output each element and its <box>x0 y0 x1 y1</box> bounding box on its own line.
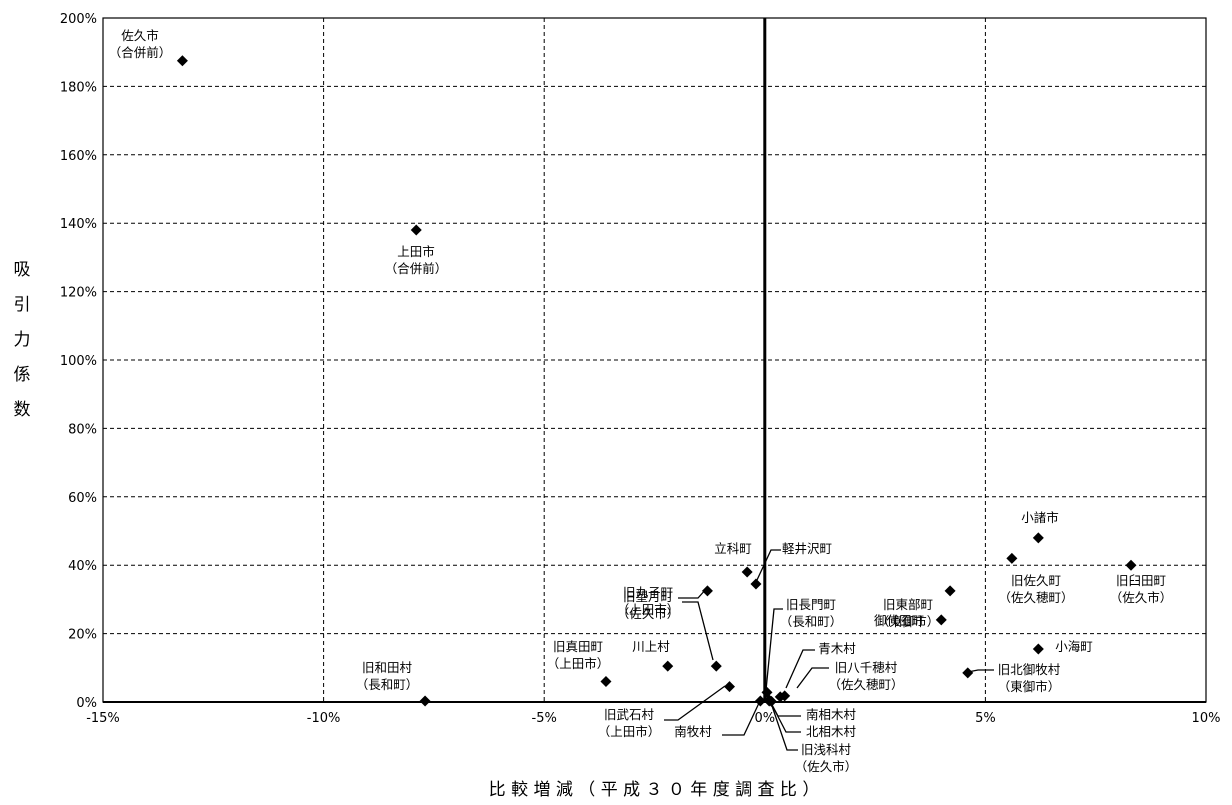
point-label: 御代田町 <box>874 613 924 628</box>
data-points <box>176 55 1137 707</box>
grid-lines <box>103 18 1206 702</box>
y-axis-title-char: 係 <box>14 365 31 385</box>
data-point <box>750 578 762 590</box>
data-point <box>741 566 753 578</box>
data-point <box>944 585 956 597</box>
point-label: 旧北御牧村（東御市） <box>998 662 1061 694</box>
y-tick-label: 80% <box>68 422 97 437</box>
leader-line <box>722 702 760 736</box>
point-label: 川上村 <box>632 639 670 654</box>
leader-line <box>765 608 783 691</box>
leader-line <box>682 601 714 661</box>
y-tick-label: 60% <box>68 491 97 506</box>
data-point <box>1125 559 1137 571</box>
point-label: 旧浅科村（佐久市） <box>795 742 858 774</box>
data-point <box>765 695 777 707</box>
y-axis-title-char: 力 <box>14 330 31 350</box>
data-point <box>176 55 188 67</box>
x-tick-label: -15% <box>86 711 120 726</box>
data-point <box>410 224 422 236</box>
point-label: 青木村 <box>818 641 856 656</box>
y-tick-label: 180% <box>60 80 97 95</box>
data-point <box>1032 532 1044 544</box>
y-tick-label: 140% <box>60 217 97 232</box>
leader-line <box>678 587 708 599</box>
point-label: 南相木村 <box>806 707 857 722</box>
point-label: 旧和田村（長和町） <box>356 660 419 692</box>
data-point <box>1006 552 1018 564</box>
point-label: 旧丸子町（上田市） <box>617 585 680 617</box>
tick-labels: 0% 20% 40% 60% 80% 100% 120% 140% 160% 180% 200% -1… <box>60 12 1221 726</box>
x-tick-label: 5% <box>975 711 996 726</box>
point-label: 旧長門町（長和町） <box>780 597 843 629</box>
x-tick-label: -5% <box>532 711 557 726</box>
leader-lines <box>664 549 994 751</box>
data-point <box>962 667 974 679</box>
point-label: 軽井沢町 <box>782 541 832 556</box>
point-label: 上田市（合併前） <box>385 244 448 276</box>
y-tick-label: 40% <box>68 559 97 574</box>
point-label: 旧真田町（上田市） <box>547 639 610 671</box>
point-label: 小諸市 <box>1021 510 1059 525</box>
point-label: 旧佐久町（佐久穂町） <box>998 573 1073 605</box>
point-label: 北相木村 <box>806 724 857 739</box>
x-tick-label: -10% <box>307 711 341 726</box>
y-tick-label: 0% <box>76 696 97 711</box>
data-point <box>779 690 791 702</box>
y-tick-label: 100% <box>60 354 97 369</box>
point-labels: 佐久市（合併前） 上田市（合併前） 旧和田村（長和町） 旧真田町（上田市） 川上村 旧丸子… <box>109 28 1173 774</box>
data-point <box>662 660 674 672</box>
point-label: 旧臼田町（佐久市） <box>1110 573 1173 605</box>
y-axis-title-char: 吸 <box>14 260 31 280</box>
point-label: 小海町 <box>1055 639 1093 654</box>
point-label: 旧東部町（東御市） <box>877 597 940 629</box>
point-label: 旧望月町（佐久市） <box>617 589 680 621</box>
leader-line <box>770 702 801 733</box>
point-label: 旧武石村（上田市） <box>598 707 661 739</box>
data-point <box>419 695 431 707</box>
leader-line <box>664 685 726 721</box>
data-point <box>600 675 612 687</box>
y-axis-title-char: 引 <box>14 295 31 315</box>
data-point <box>710 660 722 672</box>
data-point <box>754 695 766 707</box>
y-tick-label: 200% <box>60 12 97 27</box>
data-point <box>724 681 736 693</box>
data-point <box>935 614 947 626</box>
point-label: 南牧村 <box>674 724 712 739</box>
x-tick-label: 0% <box>754 711 775 726</box>
x-tick-label: 10% <box>1192 711 1221 726</box>
y-tick-label: 20% <box>68 628 97 643</box>
y-tick-label: 120% <box>60 286 97 301</box>
data-point <box>1032 643 1044 655</box>
data-point <box>701 585 713 597</box>
leader-line <box>770 702 798 751</box>
leader-line <box>785 649 815 689</box>
point-label: 立科町 <box>714 541 752 556</box>
x-axis-title: 比 較 増 減 （ 平 成 ３ ０ 年 度 調 査 比 ） <box>489 780 820 800</box>
y-tick-label: 160% <box>60 149 97 164</box>
leader-line <box>770 702 801 717</box>
point-label: 旧八千穂村（佐久穂町） <box>828 660 903 692</box>
leader-line <box>796 667 829 689</box>
point-label: 佐久市（合併前） <box>109 28 172 60</box>
leader-line <box>756 549 781 581</box>
axes <box>102 17 1207 703</box>
y-axis-title-char: 数 <box>14 400 31 420</box>
